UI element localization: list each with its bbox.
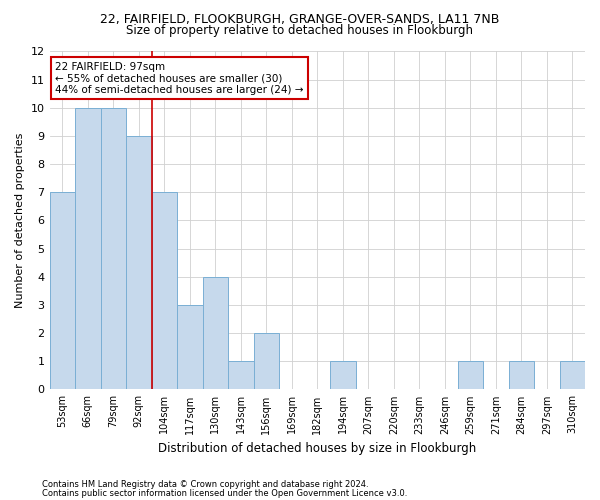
Y-axis label: Number of detached properties: Number of detached properties xyxy=(15,133,25,308)
Bar xyxy=(330,362,356,390)
Bar xyxy=(152,192,177,390)
Bar xyxy=(101,108,126,390)
Bar xyxy=(560,362,585,390)
X-axis label: Distribution of detached houses by size in Flookburgh: Distribution of detached houses by size … xyxy=(158,442,476,455)
Bar xyxy=(458,362,483,390)
Text: Contains public sector information licensed under the Open Government Licence v3: Contains public sector information licen… xyxy=(42,489,407,498)
Bar xyxy=(228,362,254,390)
Bar xyxy=(254,333,279,390)
Bar xyxy=(203,277,228,390)
Text: 22, FAIRFIELD, FLOOKBURGH, GRANGE-OVER-SANDS, LA11 7NB: 22, FAIRFIELD, FLOOKBURGH, GRANGE-OVER-S… xyxy=(100,12,500,26)
Bar xyxy=(509,362,534,390)
Bar xyxy=(177,305,203,390)
Text: 22 FAIRFIELD: 97sqm
← 55% of detached houses are smaller (30)
44% of semi-detach: 22 FAIRFIELD: 97sqm ← 55% of detached ho… xyxy=(55,62,304,95)
Bar xyxy=(75,108,101,390)
Text: Contains HM Land Registry data © Crown copyright and database right 2024.: Contains HM Land Registry data © Crown c… xyxy=(42,480,368,489)
Bar xyxy=(50,192,75,390)
Bar xyxy=(126,136,152,390)
Text: Size of property relative to detached houses in Flookburgh: Size of property relative to detached ho… xyxy=(127,24,473,37)
